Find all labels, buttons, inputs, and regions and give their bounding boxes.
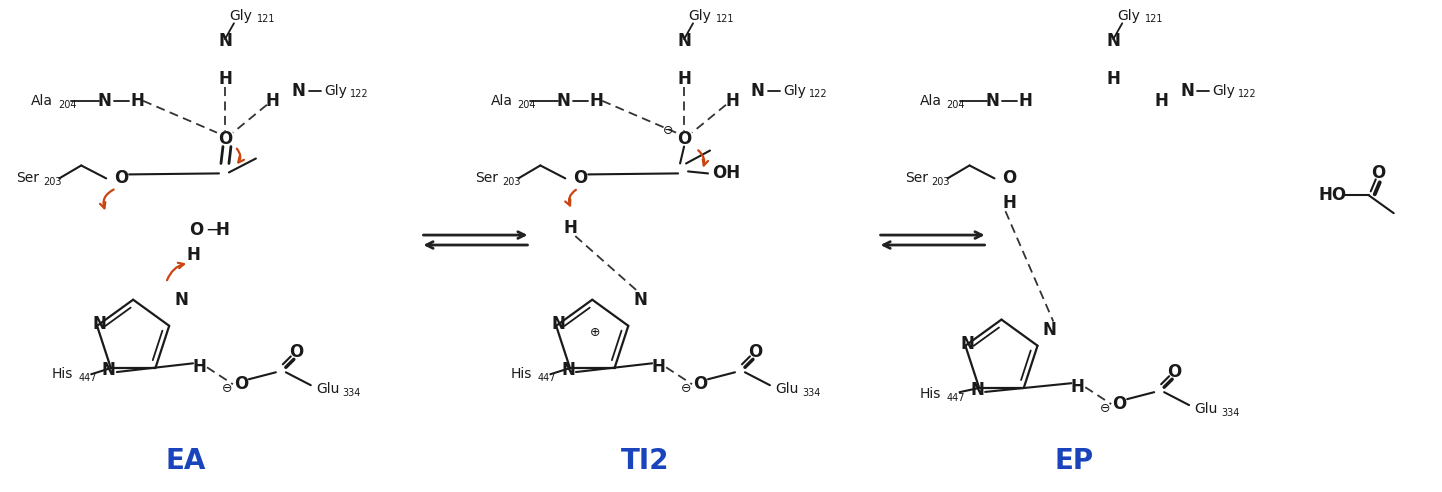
Text: O: O [694,375,707,393]
Text: His: His [510,367,532,381]
Text: Ala: Ala [32,94,53,108]
Text: Gly: Gly [229,9,252,23]
Text: 334: 334 [1221,408,1240,418]
Text: O: O [114,169,128,187]
Text: 334: 334 [802,388,820,398]
Text: Gly: Gly [783,84,806,98]
Text: Ser: Ser [904,171,927,185]
Text: 204: 204 [518,100,536,110]
Text: Gly: Gly [1118,9,1141,23]
Text: N: N [218,32,232,50]
Text: N: N [1180,82,1194,100]
Text: Glu: Glu [316,382,339,396]
Text: 334: 334 [343,388,360,398]
Text: H: H [590,92,603,110]
Text: HO: HO [1319,186,1347,204]
Text: H: H [192,358,206,376]
Text: ⊖: ⊖ [222,382,232,395]
Text: ⊖: ⊖ [663,124,673,137]
Text: O: O [218,129,232,148]
Text: His: His [920,387,942,401]
Text: N: N [551,315,565,333]
Text: 203: 203 [43,177,62,187]
Text: 122: 122 [350,89,368,99]
Text: EP: EP [1054,447,1094,475]
Text: N: N [92,315,107,333]
Text: O: O [189,221,203,239]
Text: O: O [234,375,248,393]
Text: O: O [572,169,587,187]
Text: H: H [130,92,144,110]
Text: H: H [1002,194,1017,212]
Text: His: His [52,367,72,381]
Text: N: N [751,82,764,100]
Text: N: N [678,32,691,50]
Text: O: O [676,129,691,148]
Text: N: N [561,361,575,379]
Text: Glu: Glu [1194,402,1217,416]
Text: Gly: Gly [1213,84,1234,98]
Text: 122: 122 [1239,89,1256,99]
Text: O: O [748,343,761,362]
Text: ⊖: ⊖ [1100,401,1110,415]
Text: H: H [1106,70,1120,88]
Text: 121: 121 [257,14,275,24]
Text: N: N [1043,320,1057,338]
Text: Ala: Ala [920,94,942,108]
Text: N: N [97,92,111,110]
Text: 203: 203 [932,177,950,187]
Text: H: H [265,92,280,110]
Text: H: H [1154,92,1168,110]
Text: 447: 447 [538,373,555,383]
Text: O: O [1167,363,1181,381]
Text: 204: 204 [58,100,76,110]
Text: 447: 447 [946,393,965,403]
Text: TI2: TI2 [622,447,669,475]
Text: O: O [1371,164,1386,183]
Text: ⊖: ⊖ [681,382,691,395]
Text: N: N [985,92,999,110]
Text: Ser: Ser [16,171,39,185]
Text: H: H [1070,378,1084,396]
Text: H: H [186,246,200,264]
Text: OH: OH [712,164,740,183]
Text: O: O [1112,395,1126,413]
Text: H: H [678,70,691,88]
Text: Ser: Ser [476,171,499,185]
Text: N: N [102,361,115,379]
Text: H: H [725,92,738,110]
Text: 447: 447 [78,373,97,383]
Text: H: H [215,221,229,239]
Text: EA: EA [166,447,206,475]
Text: O: O [288,343,303,362]
Text: N: N [970,381,983,399]
Text: 122: 122 [809,89,828,99]
Text: −: − [205,221,219,239]
Text: 121: 121 [1145,14,1164,24]
Text: Glu: Glu [774,382,799,396]
Text: ⊕: ⊕ [590,326,600,339]
Text: 204: 204 [946,100,965,110]
Text: N: N [174,291,187,308]
Text: H: H [652,358,665,376]
Text: Gly: Gly [688,9,711,23]
Text: N: N [960,335,975,353]
Text: H: H [564,219,577,237]
Text: H: H [1018,92,1032,110]
Text: O: O [1002,169,1017,187]
Text: H: H [218,70,232,88]
Text: 121: 121 [717,14,734,24]
Text: N: N [557,92,570,110]
Text: 203: 203 [502,177,521,187]
Text: N: N [633,291,647,308]
Text: N: N [291,82,306,100]
Text: Ala: Ala [490,94,512,108]
Text: N: N [1106,32,1120,50]
Text: Gly: Gly [324,84,346,98]
